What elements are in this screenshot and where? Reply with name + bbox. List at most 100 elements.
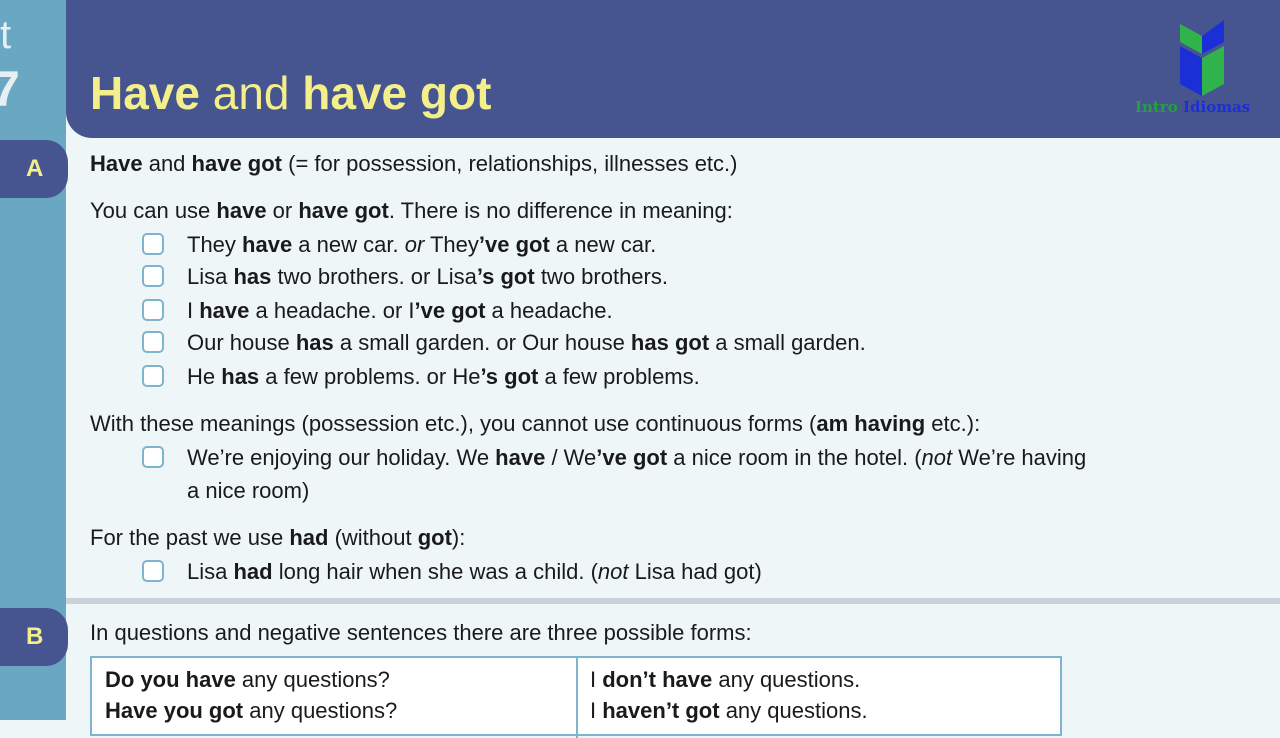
text: You can use xyxy=(90,198,217,223)
text-line: In questions and negative sentences ther… xyxy=(90,619,752,647)
text: a small garden. xyxy=(709,330,866,355)
bold-text: have xyxy=(199,298,250,323)
text: any questions. xyxy=(719,698,868,723)
text: any questions? xyxy=(243,698,398,723)
text: Lisa had got) xyxy=(628,559,762,584)
text-line: You can use have or have got. There is n… xyxy=(90,197,733,225)
text-line: Our house has a small garden. or Our hou… xyxy=(187,329,866,357)
section-b-tab: B xyxy=(0,608,68,666)
bold-text: has got xyxy=(630,330,710,355)
text: etc.): xyxy=(925,411,981,436)
italic-text: not xyxy=(921,445,953,470)
text: two brothers. or Lisa xyxy=(271,264,477,289)
text: (= for possession, relationships, illnes… xyxy=(282,151,738,176)
intro-idiomas-logo: Intro Idiomas xyxy=(1130,14,1270,124)
text: For the past we use xyxy=(90,525,290,550)
bold-text: had xyxy=(233,559,273,584)
unit-number: 7 xyxy=(0,61,20,117)
text: any questions. xyxy=(712,667,861,692)
bullet-box-icon xyxy=(142,446,164,468)
bold-text: haven’t got xyxy=(602,698,720,723)
bold-text: don’t have xyxy=(602,667,713,692)
italic-text: or xyxy=(404,232,425,257)
logo-word-idiomas: Idiomas xyxy=(1183,98,1251,116)
text: We’re enjoying our holiday. We xyxy=(187,445,496,470)
text: ): xyxy=(451,525,466,550)
text: or xyxy=(266,198,299,223)
italic-text: not xyxy=(597,559,629,584)
bold-text: have xyxy=(242,232,293,257)
bullet-box-icon xyxy=(142,560,164,582)
text: (without xyxy=(328,525,418,550)
unit-strip: t 7 xyxy=(0,0,66,720)
text: a nice room in the hotel. ( xyxy=(667,445,922,470)
text-line: For the past we use had (without got): xyxy=(90,524,465,552)
bold-text: have xyxy=(216,198,267,223)
bold-text: Do you have xyxy=(105,667,236,692)
text-line: a nice room) xyxy=(187,477,309,505)
bold-text: has xyxy=(233,264,272,289)
text: a nice room) xyxy=(187,478,310,503)
text: and xyxy=(199,67,303,119)
bold-text: have got xyxy=(298,198,389,223)
text: . There is no difference in meaning: xyxy=(388,198,733,223)
bold-text: ’ve got xyxy=(478,232,550,257)
text: With these meanings (possession etc.), y… xyxy=(90,411,817,436)
text: a few problems. or He xyxy=(259,364,481,389)
page-title: Have and have got xyxy=(90,66,491,120)
text: I xyxy=(590,698,603,723)
text: I xyxy=(590,667,603,692)
bullet-box-icon xyxy=(142,265,164,287)
text-line: He has a few problems. or He’s got a few… xyxy=(187,363,700,391)
logo-book-icon xyxy=(1180,20,1224,96)
bold-text: have got xyxy=(302,67,492,119)
bold-text: got xyxy=(417,525,452,550)
text: He xyxy=(187,364,222,389)
bullet-box-icon xyxy=(142,299,164,321)
bold-text: ’s got xyxy=(480,364,539,389)
bold-text: ’s got xyxy=(476,264,535,289)
bold-text: ’ve got xyxy=(596,445,668,470)
text-line: Lisa has two brothers. or Lisa’s got two… xyxy=(187,263,668,291)
text-line: Lisa had long hair when she was a child.… xyxy=(187,558,762,586)
bold-text: had xyxy=(289,525,329,550)
logo-word-intro: Intro xyxy=(1135,98,1178,116)
text: In questions and negative sentences ther… xyxy=(90,620,752,645)
text-line: They have a new car. or They’ve got a ne… xyxy=(187,231,656,259)
bullet-box-icon xyxy=(142,331,164,353)
text-line: We’re enjoying our holiday. We have / We… xyxy=(187,444,1086,472)
text-line: Have and have got (= for possession, rel… xyxy=(90,150,737,178)
bullet-box-icon xyxy=(142,365,164,387)
unit-label: t xyxy=(0,13,12,57)
bold-text: Have xyxy=(90,151,143,176)
text: a new car. xyxy=(292,232,405,257)
bold-text: has xyxy=(221,364,260,389)
text: a headache. or I xyxy=(249,298,415,323)
bold-text: Have xyxy=(90,67,200,119)
text-line: I don’t have any questions. xyxy=(590,666,860,694)
text: They xyxy=(424,232,479,257)
text-line: Do you have any questions? xyxy=(105,666,390,694)
text: We’re having xyxy=(952,445,1087,470)
text: Lisa xyxy=(187,559,234,584)
text: Lisa xyxy=(187,264,234,289)
text: and xyxy=(142,151,192,176)
text: / We xyxy=(545,445,597,470)
text: any questions? xyxy=(235,667,390,692)
text: a few problems. xyxy=(538,364,700,389)
text: I xyxy=(187,298,200,323)
text-line: With these meanings (possession etc.), y… xyxy=(90,410,980,438)
bold-text: have got xyxy=(191,151,282,176)
text: They xyxy=(187,232,243,257)
bold-text: has xyxy=(295,330,334,355)
text: Our house xyxy=(187,330,296,355)
text-line: I have a headache. or I’ve got a headach… xyxy=(187,297,613,325)
text: a new car. xyxy=(549,232,657,257)
section-divider xyxy=(66,598,1280,604)
page-header: Have and have got xyxy=(66,0,1280,138)
text-line: I haven’t got any questions. xyxy=(590,697,868,725)
bullet-box-icon xyxy=(142,233,164,255)
text: a small garden. or Our house xyxy=(333,330,631,355)
bold-text: Have you got xyxy=(105,698,244,723)
text: two brothers. xyxy=(534,264,668,289)
